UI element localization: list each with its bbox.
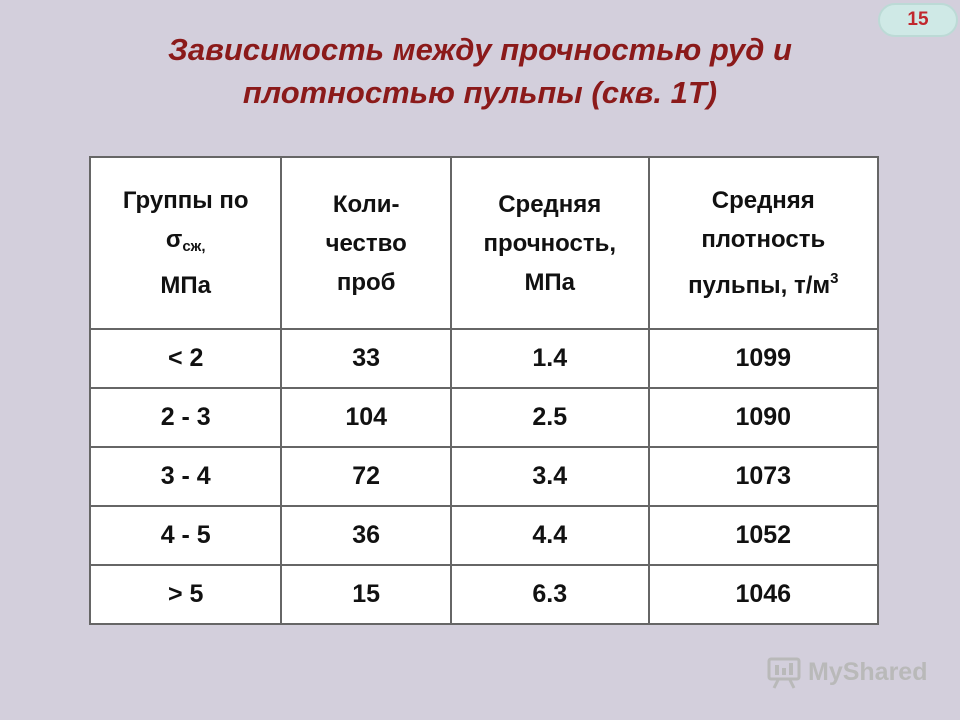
header-density-line2: плотность	[701, 226, 826, 253]
cell-group: > 5	[88, 564, 283, 625]
density-unit-superscript: 3	[830, 270, 839, 287]
watermark-text: MyShared	[808, 657, 928, 686]
slide-title: Зависимость между прочностью руд и плотн…	[60, 28, 900, 114]
table-row: < 2 33 1.4 1099	[88, 328, 880, 389]
header-density-line3: пульпы, т/м3	[650, 259, 877, 305]
presentation-board-icon	[766, 655, 802, 689]
cell-count: 36	[280, 505, 452, 566]
data-table: Группы по σсж, МПа Коли- чество проб Сре…	[88, 156, 880, 625]
cell-strength: 1.4	[449, 328, 650, 389]
header-strength-line2: прочность,	[483, 229, 616, 257]
title-line-2: плотностью пульпы (скв. 1Т)	[242, 75, 718, 110]
header-groups-line2: σсж,	[91, 220, 280, 266]
cell-group: < 2	[88, 328, 283, 389]
cell-density: 1052	[647, 505, 880, 566]
cell-count: 15	[280, 564, 452, 625]
header-count-line3: проб	[336, 268, 396, 296]
cell-group: 4 - 5	[88, 505, 283, 566]
header-groups-line1: Группы по	[122, 187, 249, 214]
table-row: 4 - 5 36 4.4 1052	[88, 505, 880, 566]
header-density: Средняя плотность пульпы, т/м3	[647, 156, 880, 330]
title-line-1: Зависимость между прочностью руд и	[167, 32, 792, 67]
cell-strength: 3.4	[449, 446, 650, 507]
sigma-symbol: σ	[165, 226, 183, 253]
header-density-line1: Средняя	[711, 187, 815, 214]
cell-group: 2 - 3	[88, 387, 283, 448]
header-count-line1: Коли-	[332, 190, 400, 218]
sigma-subscript: сж,	[182, 238, 206, 255]
header-count-line2: чество	[325, 229, 407, 257]
cell-strength: 6.3	[449, 564, 650, 625]
cell-density: 1090	[647, 387, 880, 448]
table-row: 2 - 3 104 2.5 1090	[88, 387, 880, 448]
cell-density: 1073	[647, 446, 880, 507]
cell-count: 104	[280, 387, 452, 448]
header-groups: Группы по σсж, МПа	[88, 156, 283, 330]
header-strength-line3: МПа	[524, 268, 576, 296]
myshared-watermark[interactable]: MyShared	[766, 655, 927, 689]
table-row: > 5 15 6.3 1046	[88, 564, 880, 625]
header-strength-line1: Средняя	[498, 190, 602, 218]
header-groups-line3: МПа	[160, 272, 211, 299]
cell-count: 72	[280, 446, 452, 507]
cell-strength: 2.5	[449, 387, 650, 448]
cell-density: 1046	[647, 564, 880, 625]
slide-number-badge: 15	[878, 3, 958, 37]
cell-count: 33	[280, 328, 452, 389]
header-count: Коли- чество проб	[280, 156, 452, 330]
density-unit: пульпы, т/м	[688, 272, 831, 299]
header-strength: Средняя прочность, МПа	[449, 156, 650, 330]
cell-group: 3 - 4	[88, 446, 283, 507]
cell-density: 1099	[647, 328, 880, 389]
cell-strength: 4.4	[449, 505, 650, 566]
table-header-row: Группы по σсж, МПа Коли- чество проб Сре…	[88, 156, 880, 330]
table-row: 3 - 4 72 3.4 1073	[88, 446, 880, 507]
